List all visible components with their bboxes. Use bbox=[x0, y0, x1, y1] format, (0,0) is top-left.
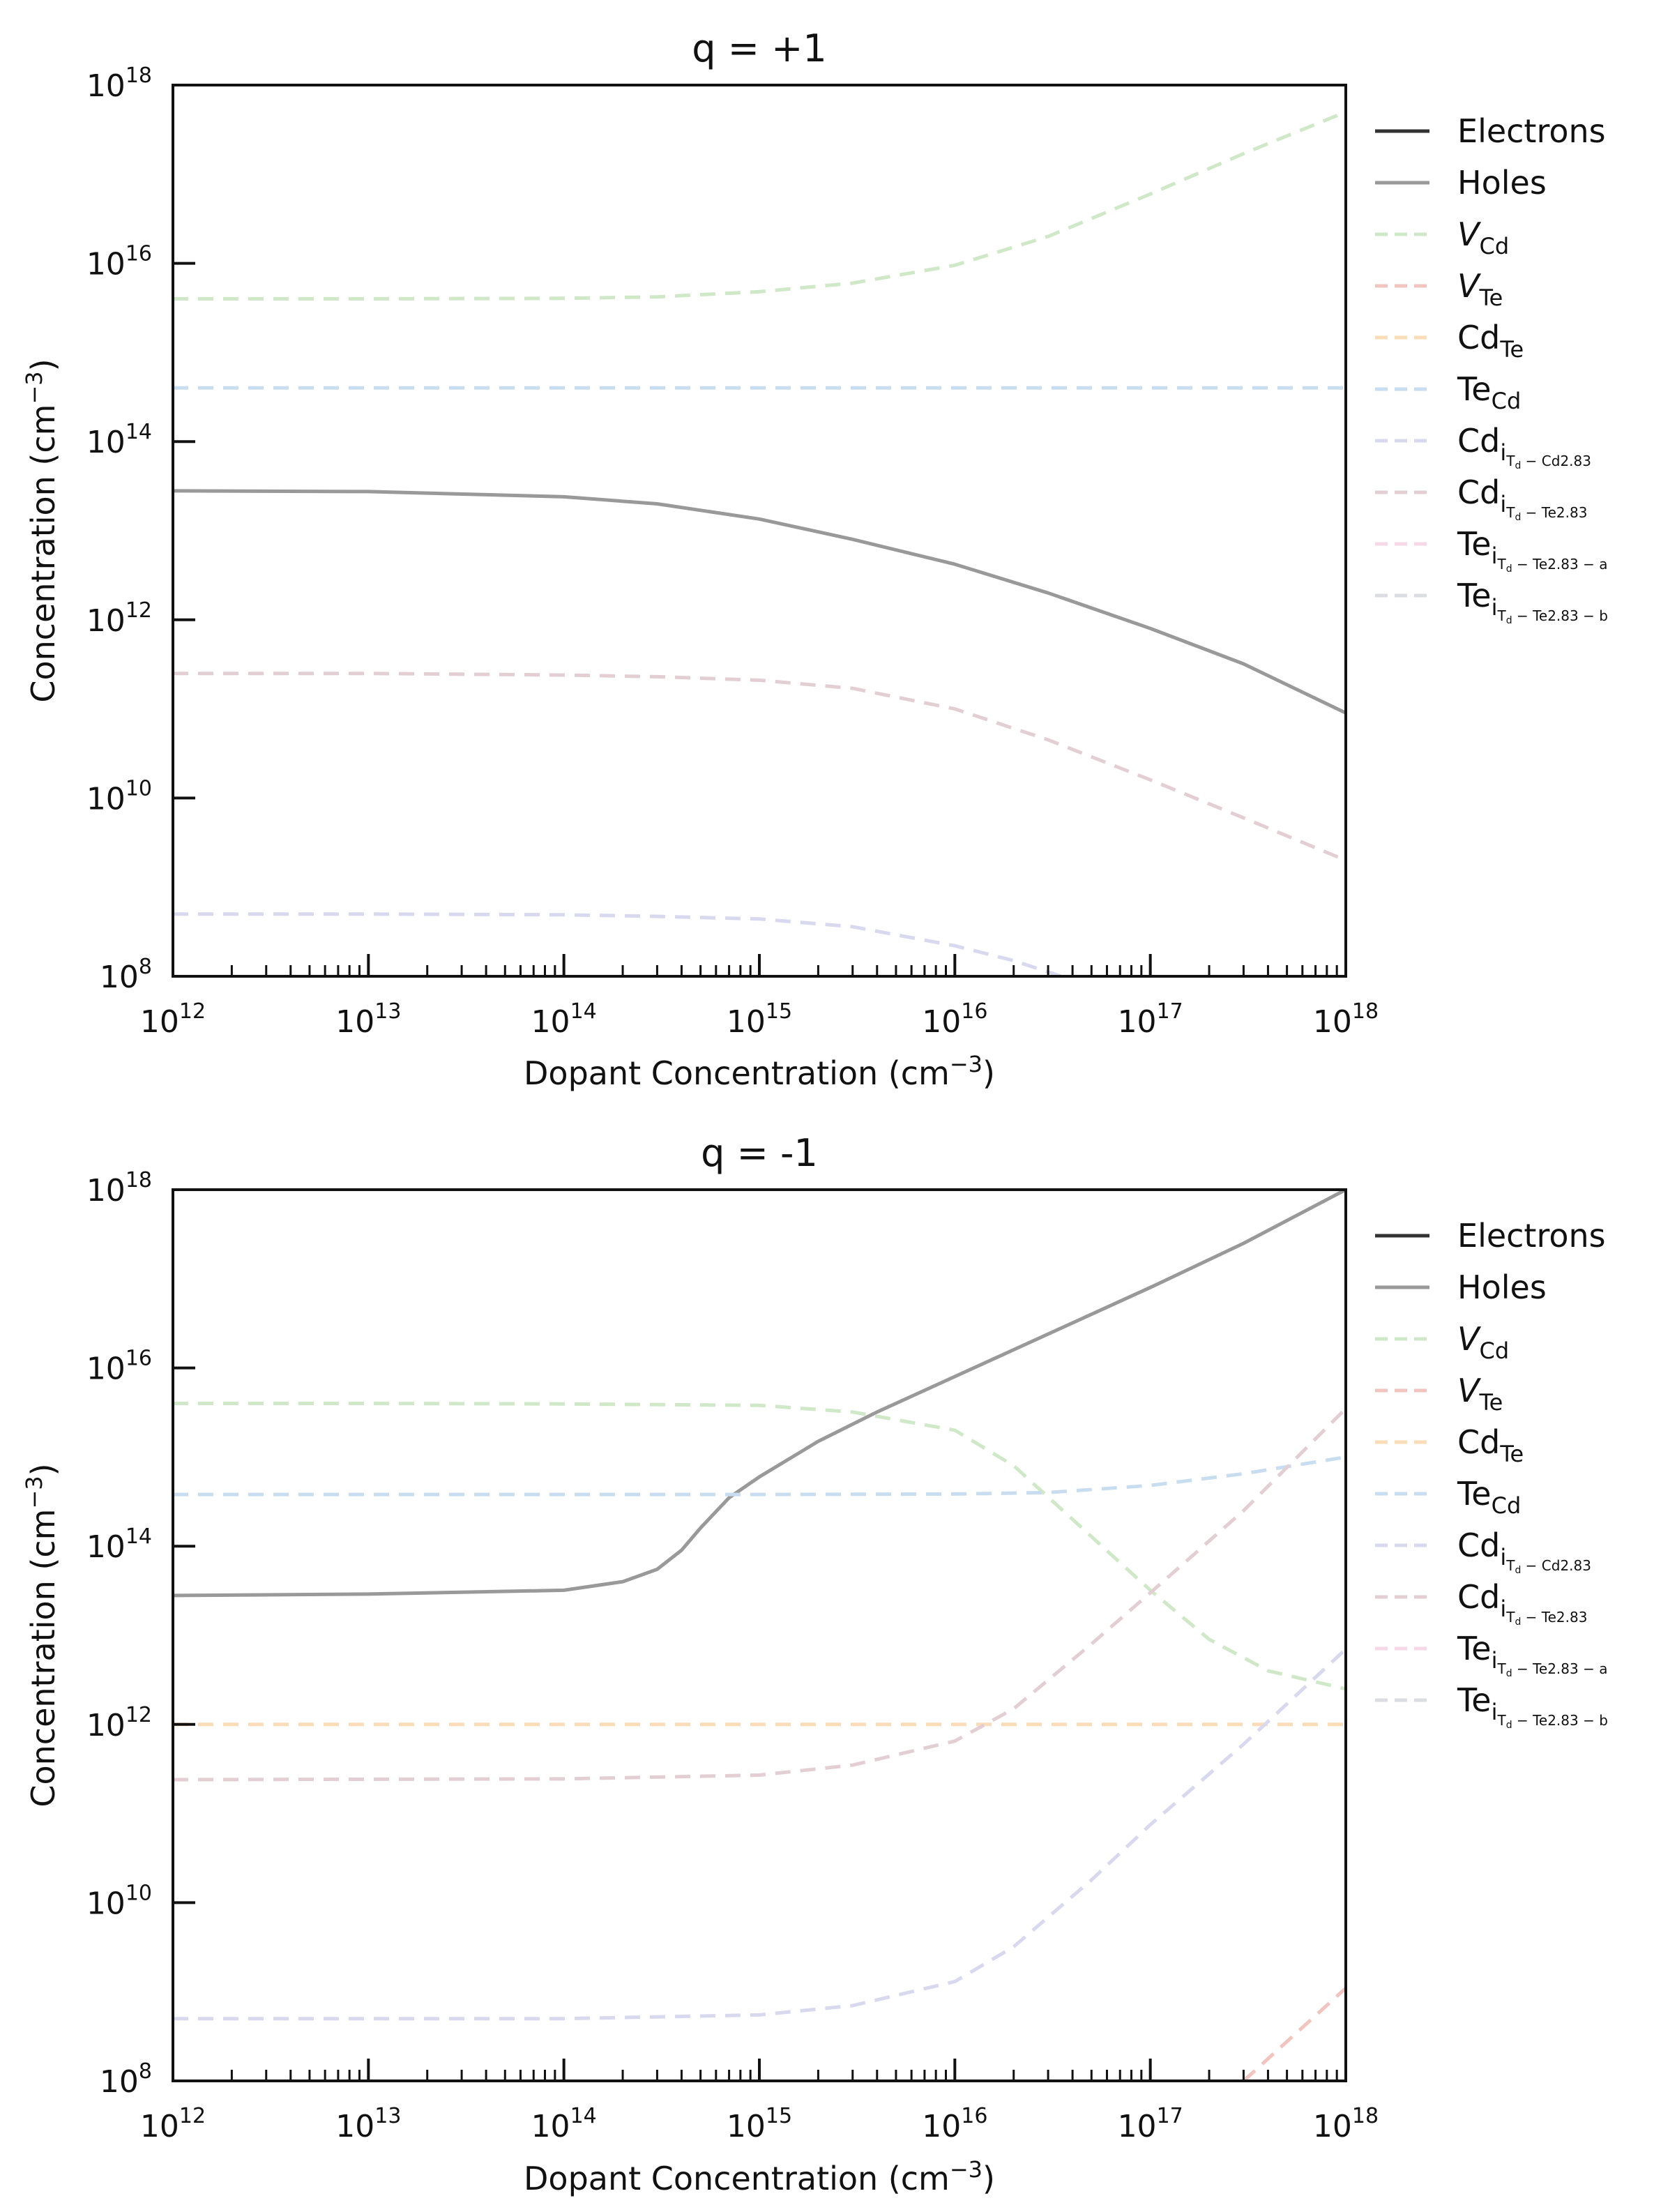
y-tick-label: 1016 bbox=[86, 242, 152, 282]
legend-label: VCd bbox=[1457, 215, 1509, 259]
y-tick-label: 1016 bbox=[86, 1347, 152, 1387]
series-group bbox=[173, 110, 1346, 976]
x-tick-label: 1013 bbox=[335, 999, 401, 1040]
series-line-5 bbox=[173, 1647, 1346, 2021]
x-tick-label: 1016 bbox=[922, 999, 987, 1040]
legend-label: CdiTd − Cd2.83 bbox=[1457, 422, 1591, 471]
y-axis-label: Concentration (cm−3) bbox=[21, 1463, 62, 1807]
x-tick-label: 1018 bbox=[1313, 2104, 1379, 2144]
y-tick-label: 1014 bbox=[86, 1524, 152, 1565]
series-line-2 bbox=[173, 1455, 1346, 1497]
x-tick-label: 1012 bbox=[140, 999, 206, 1040]
plot-frame bbox=[172, 1188, 1347, 2082]
plot-frame bbox=[172, 84, 1347, 978]
legend-label: TeiTd − Te2.83 − a bbox=[1457, 525, 1607, 575]
y-tick-label: 1018 bbox=[86, 63, 152, 104]
x-tick-label: 1013 bbox=[335, 2104, 401, 2144]
legend: Electrons Holes VCd VTe CdTe TeCd CdiTd − Cd2.… bbox=[1375, 112, 1608, 626]
series-line-6 bbox=[1242, 1987, 1346, 2081]
x-tick-label: 1016 bbox=[922, 2104, 987, 2144]
x-tick-label: 1012 bbox=[140, 2104, 206, 2144]
y-tick-label: 108 bbox=[100, 2059, 152, 2100]
y-axis-label: Concentration (cm−3) bbox=[21, 358, 62, 702]
series-line-4 bbox=[173, 1407, 1346, 1782]
series-line-1 bbox=[173, 110, 1346, 301]
x-axis-label: Dopant Concentration (cm−3) bbox=[524, 1051, 995, 1092]
legend-label: Electrons bbox=[1457, 1217, 1606, 1255]
y-tick-label: 1014 bbox=[86, 420, 152, 460]
legend-label: CdiTd − Te2.83 bbox=[1457, 474, 1587, 523]
y-tick-label: 1010 bbox=[86, 776, 152, 817]
legend-label: VCd bbox=[1457, 1320, 1509, 1364]
series-group bbox=[173, 1190, 1346, 2081]
legend-label: CdTe bbox=[1457, 319, 1524, 363]
legend-label: TeiTd − Te2.83 − b bbox=[1457, 577, 1608, 626]
x-tick-label: 1015 bbox=[727, 999, 792, 1040]
y-tick-label: 108 bbox=[100, 955, 152, 995]
legend: Electrons Holes VCd VTe CdTe TeCd CdiTd − Cd2.… bbox=[1375, 1217, 1608, 1731]
chart-title: q = +1 bbox=[692, 26, 826, 70]
chart-panel-q-minus-1: 1012 1013 1014 1015 1016 1017 1018 108 1010 1012 1… bbox=[21, 1131, 1608, 2197]
x-tick-label: 1017 bbox=[1118, 2104, 1183, 2144]
x-tick-label: 1015 bbox=[727, 2104, 792, 2144]
legend-label: Holes bbox=[1457, 164, 1547, 202]
series-line-0 bbox=[173, 489, 1346, 715]
legend-label: CdiTd − Te2.83 bbox=[1457, 1578, 1587, 1628]
x-axis-label: Dopant Concentration (cm−3) bbox=[524, 2156, 995, 2197]
chart-title: q = -1 bbox=[701, 1131, 818, 1175]
x-tick-label: 1017 bbox=[1118, 999, 1183, 1040]
y-tick-label: 1012 bbox=[86, 598, 152, 639]
series-line-4 bbox=[173, 912, 1062, 976]
legend-label: CdiTd − Cd2.83 bbox=[1457, 1527, 1591, 1576]
legend-label: TeiTd − Te2.83 − a bbox=[1457, 1630, 1607, 1679]
series-line-3 bbox=[173, 672, 1346, 863]
legend-label: Holes bbox=[1457, 1268, 1547, 1306]
legend-label: CdTe bbox=[1457, 1423, 1524, 1467]
x-tick-label: 1018 bbox=[1313, 999, 1379, 1040]
chart-panel-q-plus-1: 1012 1013 1014 1015 1016 1017 1018 108 1010 1012 1… bbox=[21, 26, 1608, 1092]
x-tick-label: 1014 bbox=[531, 999, 597, 1040]
legend-label: TeiTd − Te2.83 − b bbox=[1457, 1681, 1608, 1731]
y-tick-label: 1010 bbox=[86, 1881, 152, 1921]
series-line-1 bbox=[173, 1402, 1346, 1691]
y-tick-label: 1018 bbox=[86, 1168, 152, 1209]
legend-label: TeCd bbox=[1457, 370, 1521, 414]
legend-label: VTe bbox=[1457, 267, 1503, 311]
legend-label: Electrons bbox=[1457, 112, 1606, 150]
legend-label: VTe bbox=[1457, 1372, 1503, 1416]
series-line-0 bbox=[173, 1190, 1346, 1598]
x-tick-label: 1014 bbox=[531, 2104, 597, 2144]
y-tick-label: 1012 bbox=[86, 1703, 152, 1743]
legend-label: TeCd bbox=[1457, 1475, 1521, 1519]
